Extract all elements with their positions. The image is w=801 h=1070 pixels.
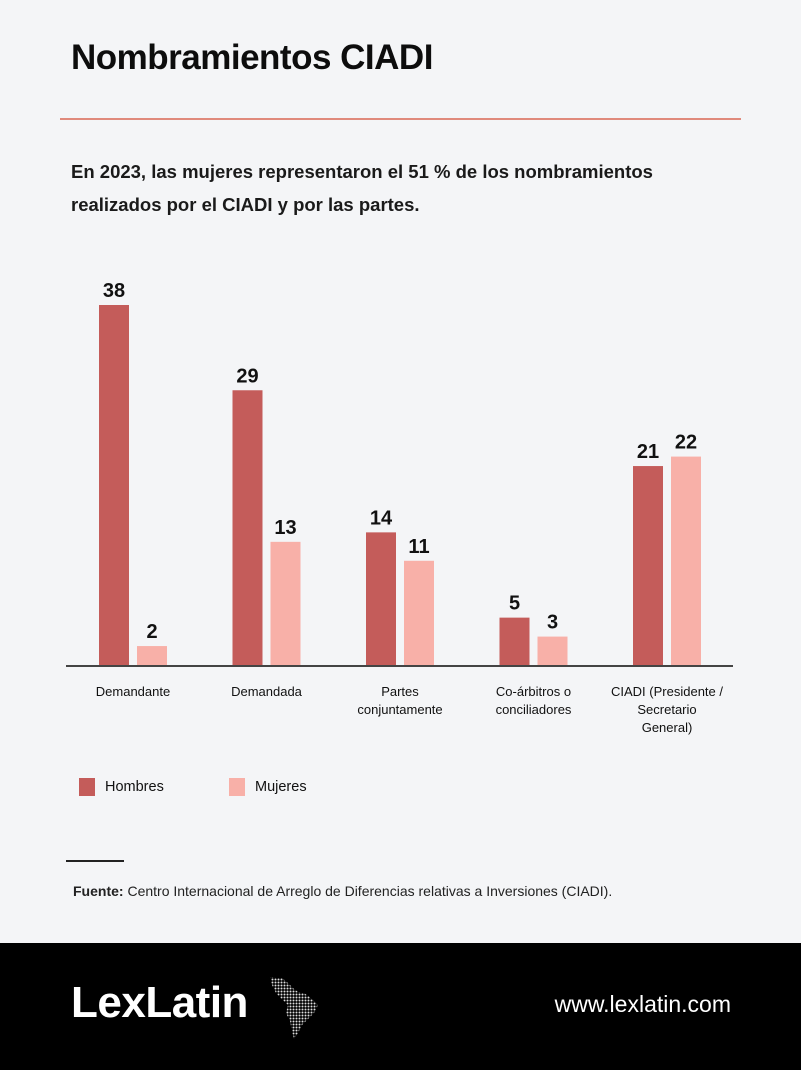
- value-label-hombres-3: 5: [509, 593, 520, 615]
- value-label-mujeres-2: 11: [408, 536, 429, 558]
- legend-label-mujeres: Mujeres: [255, 779, 307, 795]
- category-label-4-0: CIADI (Presidente /: [611, 684, 723, 699]
- title-divider: [60, 118, 741, 120]
- category-label-3-1: conciliadores: [496, 702, 572, 717]
- footer: LexLatin www.lexlatin.com: [0, 943, 801, 1070]
- bar-hombres-1: [232, 390, 263, 665]
- chart-title: Nombramientos CIADI: [71, 38, 433, 77]
- source-note: Fuente: Centro Internacional de Arreglo …: [73, 883, 612, 899]
- category-label-0-0: Demandante: [96, 684, 170, 699]
- legend-swatch-mujeres: [229, 778, 245, 796]
- value-label-mujeres-4: 22: [675, 432, 697, 454]
- source-text: Centro Internacional de Arreglo de Difer…: [127, 883, 613, 899]
- category-label-4-1: Secretario: [637, 702, 696, 717]
- value-label-hombres-4: 21: [637, 441, 659, 463]
- category-label-2-1: conjuntamente: [357, 702, 442, 717]
- bar-hombres-2: [366, 532, 396, 665]
- legend-item-mujeres: Mujeres: [229, 778, 379, 796]
- source-divider: [66, 860, 124, 862]
- latin-america-map-icon: [270, 977, 318, 1039]
- value-label-hombres-2: 14: [370, 507, 393, 529]
- bar-mujeres-0: [137, 646, 167, 665]
- bar-hombres-4: [633, 466, 663, 665]
- value-label-mujeres-3: 3: [547, 612, 558, 634]
- bar-mujeres-3: [537, 636, 568, 665]
- value-label-hombres-0: 38: [103, 280, 125, 302]
- category-label-1-0: Demandada: [231, 684, 303, 699]
- category-label-2-0: Partes: [381, 684, 419, 699]
- website-url: www.lexlatin.com: [554, 991, 731, 1017]
- bar-hombres-3: [499, 617, 530, 665]
- category-label-3-0: Co-árbitros o: [496, 684, 571, 699]
- legend: Hombres Mujeres: [79, 778, 379, 796]
- lexlatin-logo: LexLatin: [71, 978, 248, 1027]
- legend-swatch-hombres: [79, 778, 95, 796]
- value-label-hombres-1: 29: [236, 365, 258, 387]
- value-label-mujeres-0: 2: [146, 621, 157, 643]
- chart-subtitle: En 2023, las mujeres representaron el 51…: [71, 161, 653, 215]
- legend-item-hombres: Hombres: [79, 778, 229, 796]
- category-label-4-2: General): [642, 720, 693, 735]
- legend-label-hombres: Hombres: [105, 779, 164, 795]
- source-label: Fuente:: [73, 883, 124, 899]
- bar-chart: 38 2 Demandante 29 13 Demandada 14 11 Partes conj…: [66, 280, 733, 735]
- bar-mujeres-2: [404, 560, 434, 665]
- value-label-mujeres-1: 13: [274, 517, 296, 539]
- bar-mujeres-4: [671, 456, 701, 665]
- bar-hombres-0: [99, 305, 129, 665]
- bar-mujeres-1: [270, 541, 301, 665]
